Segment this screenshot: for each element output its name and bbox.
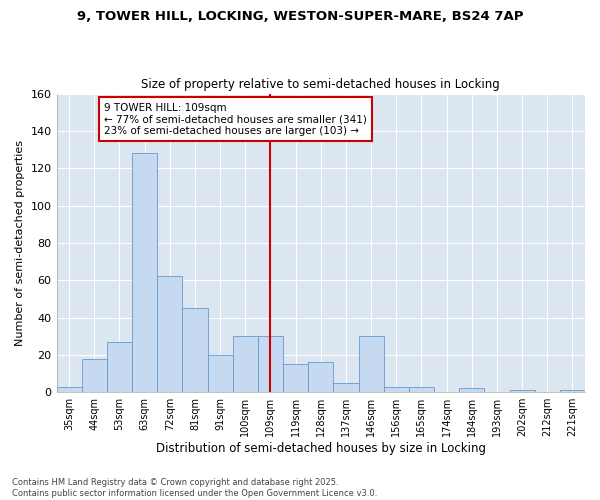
Bar bbox=[107, 342, 132, 392]
Bar bbox=[459, 388, 484, 392]
Bar bbox=[359, 336, 383, 392]
Title: Size of property relative to semi-detached houses in Locking: Size of property relative to semi-detach… bbox=[142, 78, 500, 91]
Bar bbox=[208, 355, 233, 392]
Bar bbox=[283, 364, 308, 392]
Bar bbox=[409, 386, 434, 392]
Bar bbox=[258, 336, 283, 392]
Bar bbox=[233, 336, 258, 392]
Bar bbox=[132, 154, 157, 392]
Text: Contains HM Land Registry data © Crown copyright and database right 2025.
Contai: Contains HM Land Registry data © Crown c… bbox=[12, 478, 377, 498]
Y-axis label: Number of semi-detached properties: Number of semi-detached properties bbox=[15, 140, 25, 346]
X-axis label: Distribution of semi-detached houses by size in Locking: Distribution of semi-detached houses by … bbox=[156, 442, 486, 455]
Bar bbox=[383, 386, 409, 392]
Bar bbox=[56, 386, 82, 392]
Bar bbox=[182, 308, 208, 392]
Bar bbox=[509, 390, 535, 392]
Text: 9, TOWER HILL, LOCKING, WESTON-SUPER-MARE, BS24 7AP: 9, TOWER HILL, LOCKING, WESTON-SUPER-MAR… bbox=[77, 10, 523, 23]
Bar bbox=[308, 362, 334, 392]
Bar bbox=[334, 383, 359, 392]
Text: 9 TOWER HILL: 109sqm
← 77% of semi-detached houses are smaller (341)
23% of semi: 9 TOWER HILL: 109sqm ← 77% of semi-detac… bbox=[104, 102, 367, 136]
Bar bbox=[157, 276, 182, 392]
Bar bbox=[560, 390, 585, 392]
Bar bbox=[82, 358, 107, 392]
